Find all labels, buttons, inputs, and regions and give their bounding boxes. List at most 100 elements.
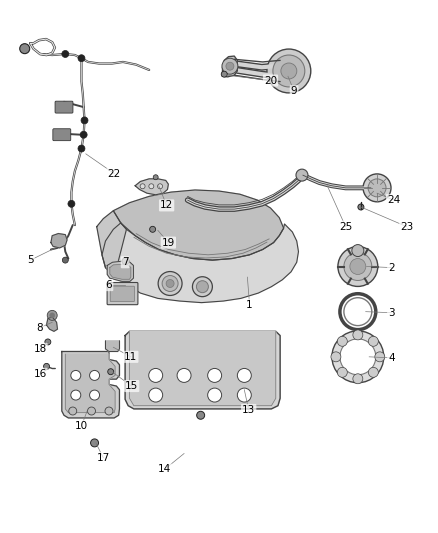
Polygon shape — [125, 332, 280, 409]
Circle shape — [221, 71, 227, 77]
Circle shape — [237, 368, 251, 382]
Circle shape — [375, 352, 385, 362]
Circle shape — [90, 370, 99, 381]
Text: 12: 12 — [160, 200, 173, 211]
Circle shape — [296, 169, 308, 181]
Circle shape — [88, 407, 95, 415]
Circle shape — [208, 368, 222, 382]
Circle shape — [43, 364, 49, 369]
Text: 6: 6 — [106, 280, 112, 290]
Circle shape — [105, 407, 113, 415]
Circle shape — [363, 174, 391, 202]
Text: 4: 4 — [388, 353, 395, 363]
Polygon shape — [107, 261, 134, 281]
Circle shape — [208, 388, 222, 402]
Text: 22: 22 — [108, 168, 121, 179]
Circle shape — [368, 367, 378, 377]
Circle shape — [350, 259, 366, 274]
Circle shape — [331, 352, 341, 362]
FancyBboxPatch shape — [110, 286, 134, 302]
Text: 1: 1 — [246, 300, 253, 310]
Circle shape — [150, 227, 155, 232]
Circle shape — [69, 407, 77, 415]
FancyBboxPatch shape — [53, 129, 71, 141]
Text: 2: 2 — [388, 263, 395, 272]
Polygon shape — [51, 233, 67, 248]
Circle shape — [358, 204, 364, 210]
Circle shape — [177, 368, 191, 382]
Circle shape — [352, 245, 364, 256]
Text: 17: 17 — [97, 453, 110, 463]
Circle shape — [149, 388, 162, 402]
Circle shape — [166, 279, 174, 287]
Polygon shape — [106, 341, 120, 351]
Circle shape — [78, 145, 85, 152]
Circle shape — [192, 277, 212, 297]
Circle shape — [122, 257, 129, 265]
Text: 9: 9 — [291, 86, 297, 96]
Circle shape — [20, 44, 30, 54]
Text: 25: 25 — [339, 222, 352, 232]
Circle shape — [50, 313, 55, 318]
Text: 16: 16 — [33, 369, 46, 379]
Circle shape — [273, 55, 305, 87]
Text: 8: 8 — [37, 322, 43, 333]
Polygon shape — [223, 56, 237, 77]
Circle shape — [149, 368, 162, 382]
Circle shape — [353, 330, 363, 340]
Circle shape — [337, 367, 347, 377]
Text: 20: 20 — [264, 76, 277, 85]
Circle shape — [197, 411, 205, 419]
Polygon shape — [62, 351, 120, 418]
Polygon shape — [113, 190, 284, 260]
Text: 23: 23 — [400, 222, 413, 232]
Text: 7: 7 — [122, 257, 128, 267]
Circle shape — [71, 390, 81, 400]
Circle shape — [62, 51, 69, 58]
FancyBboxPatch shape — [107, 282, 138, 305]
Polygon shape — [102, 223, 298, 303]
Text: 19: 19 — [162, 238, 175, 248]
Polygon shape — [110, 264, 131, 279]
Circle shape — [222, 58, 238, 74]
Circle shape — [340, 339, 376, 375]
Circle shape — [71, 370, 81, 381]
Circle shape — [162, 276, 178, 292]
Text: 15: 15 — [125, 381, 138, 391]
Text: 10: 10 — [75, 421, 88, 431]
Circle shape — [62, 257, 68, 263]
Circle shape — [332, 331, 384, 383]
Circle shape — [196, 281, 208, 293]
Circle shape — [91, 439, 99, 447]
Polygon shape — [65, 354, 115, 413]
Circle shape — [90, 390, 99, 400]
Circle shape — [153, 175, 158, 180]
Circle shape — [78, 55, 85, 62]
Polygon shape — [97, 211, 127, 277]
Circle shape — [267, 49, 311, 93]
Polygon shape — [46, 317, 57, 332]
Circle shape — [158, 271, 182, 295]
Text: 3: 3 — [388, 308, 395, 318]
Text: 14: 14 — [158, 464, 171, 474]
Circle shape — [368, 179, 386, 197]
Circle shape — [80, 131, 87, 138]
Text: 24: 24 — [387, 195, 400, 205]
Circle shape — [68, 200, 75, 207]
Circle shape — [108, 369, 114, 375]
Circle shape — [226, 62, 234, 70]
Text: 11: 11 — [124, 352, 138, 362]
Circle shape — [344, 253, 372, 280]
Circle shape — [338, 247, 378, 286]
Polygon shape — [130, 332, 276, 406]
Polygon shape — [135, 179, 168, 195]
Circle shape — [353, 374, 363, 384]
Circle shape — [337, 336, 347, 346]
Text: 13: 13 — [242, 405, 255, 415]
Circle shape — [237, 388, 251, 402]
FancyBboxPatch shape — [55, 101, 73, 113]
Circle shape — [45, 339, 51, 345]
Circle shape — [140, 184, 145, 189]
Circle shape — [149, 184, 154, 189]
Circle shape — [368, 336, 378, 346]
